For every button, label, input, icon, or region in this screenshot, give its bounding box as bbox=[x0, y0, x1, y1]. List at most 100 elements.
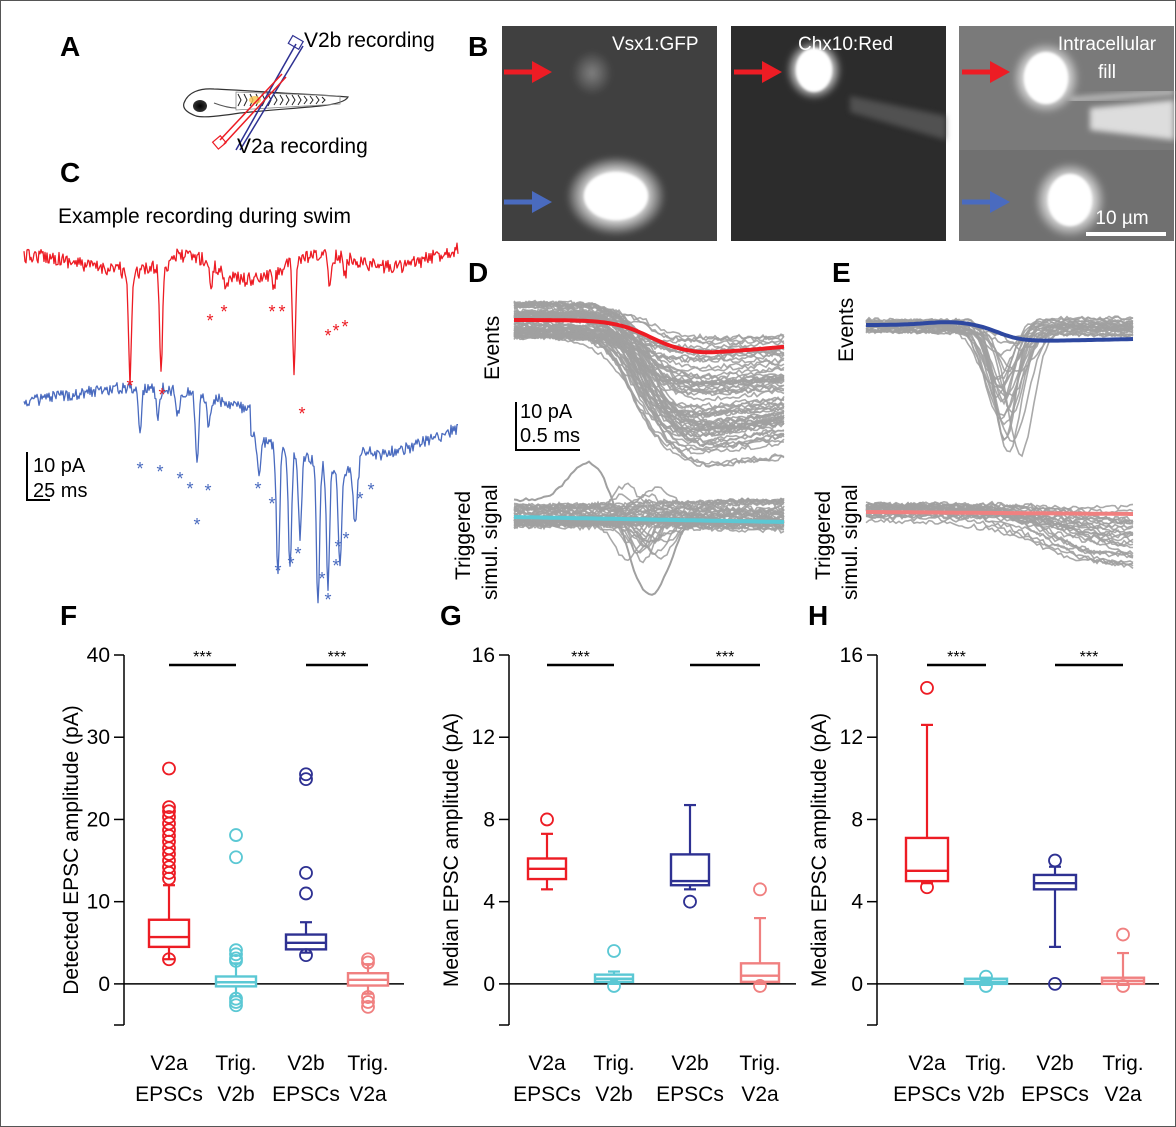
event-marker: * bbox=[268, 494, 275, 514]
single-trace bbox=[865, 322, 1134, 417]
triggered-axis-label-2: simul. signal bbox=[479, 484, 502, 600]
y-axis-label: Median EPSC amplitude (pA) bbox=[440, 713, 463, 987]
outlier-point bbox=[162, 810, 176, 824]
panel-b: B Vsx1:GFP Chx10:Red bbox=[468, 26, 1175, 241]
panel-h-boxplot: H 0 4 8 12 16 Median EPSC amplitude (pA) V2a EPS… bbox=[808, 600, 1159, 1106]
event-marker: * bbox=[287, 554, 294, 574]
outlier-point bbox=[361, 995, 375, 1009]
event-marker: * bbox=[342, 529, 349, 549]
box-1 bbox=[147, 761, 191, 967]
outlier-point bbox=[162, 847, 176, 861]
y-tick-label: 8 bbox=[851, 808, 863, 831]
events-axis-label: Events bbox=[835, 298, 858, 362]
y-tick-label: 20 bbox=[87, 808, 110, 831]
panel-letter-h: H bbox=[808, 600, 828, 631]
box-2 bbox=[214, 828, 258, 1013]
box-4 bbox=[1100, 927, 1146, 993]
single-trace bbox=[865, 517, 1134, 557]
scale-current-label: 10 pA bbox=[33, 455, 86, 477]
significance-label: *** bbox=[716, 649, 735, 666]
outlier-point bbox=[1048, 976, 1062, 991]
x-category-label: V2a bbox=[349, 1083, 387, 1106]
event-marker: * bbox=[156, 462, 163, 482]
x-category-label: V2a bbox=[150, 1052, 188, 1075]
outlier-point bbox=[753, 979, 767, 993]
x-category-label: EPSCs bbox=[656, 1083, 724, 1106]
panel-c: C Example recording during swim * ** * * ***… bbox=[23, 157, 459, 610]
events-scale-bar bbox=[515, 402, 580, 451]
box-2 bbox=[963, 969, 1009, 993]
x-category-label: V2a bbox=[528, 1052, 566, 1075]
x-category-label: EPSCs bbox=[272, 1083, 340, 1106]
outlier-point bbox=[979, 969, 993, 984]
scale-bar-label: 10 µm bbox=[1095, 208, 1148, 229]
single-trace bbox=[513, 320, 785, 386]
y-tick-label: 0 bbox=[851, 973, 863, 996]
micrograph-intracellular-fill: Intracellular fill 10 µm bbox=[959, 26, 1175, 241]
x-category-label: Trig. bbox=[215, 1052, 256, 1075]
iqr-box bbox=[739, 962, 781, 984]
events-axis-label: Events bbox=[481, 316, 504, 380]
significance-label: *** bbox=[328, 649, 347, 666]
significance-label: *** bbox=[193, 649, 212, 666]
event-marker: * bbox=[294, 544, 301, 564]
outlier-point bbox=[979, 979, 993, 993]
panel-e: E Events Triggered simul. signal bbox=[812, 257, 1134, 600]
y-tick-label: 30 bbox=[87, 726, 110, 749]
panel-c-title: Example recording during swim bbox=[58, 205, 351, 228]
outlier-point bbox=[299, 772, 313, 787]
outlier-point bbox=[683, 894, 697, 909]
single-trace bbox=[513, 460, 785, 596]
panel-letter-d: D bbox=[468, 257, 488, 288]
micrograph-chx10-red: Chx10:Red bbox=[731, 26, 946, 241]
y-tick-label: 40 bbox=[87, 644, 110, 667]
v2b-event-markers: * * * * ***** * **** ** ** bbox=[136, 459, 374, 610]
red-arrow-icon bbox=[734, 61, 782, 83]
significance-label: *** bbox=[947, 649, 966, 666]
event-marker: * bbox=[332, 321, 339, 341]
outlier-point bbox=[229, 828, 243, 842]
outlier-point bbox=[299, 865, 313, 880]
x-category-label: V2b bbox=[595, 1083, 632, 1106]
y-tick-label: 16 bbox=[840, 644, 863, 667]
significance-label: *** bbox=[1080, 649, 1099, 666]
box-3 bbox=[1032, 853, 1078, 991]
v2a-electrode-icon bbox=[211, 73, 287, 150]
single-trace bbox=[513, 302, 785, 424]
single-trace bbox=[513, 302, 785, 438]
event-marker: * bbox=[158, 385, 165, 405]
single-trace bbox=[513, 331, 785, 361]
event-marker: * bbox=[126, 376, 133, 396]
single-trace bbox=[513, 332, 785, 418]
panel-letter-f: F bbox=[60, 600, 77, 631]
micrograph-label-fill: fill bbox=[1098, 62, 1116, 83]
single-trace bbox=[865, 327, 1134, 458]
y-tick-label: 8 bbox=[483, 808, 495, 831]
mean-event-trace bbox=[514, 318, 785, 355]
event-marker: * bbox=[254, 479, 261, 499]
v2a-recording-label: V2a recording bbox=[237, 135, 368, 158]
event-marker: * bbox=[341, 317, 348, 337]
micrograph-label-intracellular: Intracellular bbox=[1058, 34, 1157, 55]
x-category-label: EPSCs bbox=[1021, 1083, 1089, 1106]
outlier-point bbox=[361, 990, 375, 1004]
outlier-point bbox=[162, 871, 176, 886]
y-tick-label: 0 bbox=[98, 973, 110, 996]
box-1 bbox=[904, 680, 950, 895]
event-marker: * bbox=[332, 556, 339, 576]
panel-letter-c: C bbox=[60, 157, 80, 188]
event-marker: * bbox=[206, 311, 213, 331]
y-tick-label: 4 bbox=[483, 891, 495, 914]
box-4 bbox=[346, 952, 390, 1014]
x-category-label: EPSCs bbox=[135, 1083, 203, 1106]
outlier-point bbox=[299, 948, 313, 963]
v2b-electrode-icon bbox=[235, 34, 305, 151]
single-trace bbox=[513, 498, 785, 510]
panel-letter-e: E bbox=[832, 257, 851, 288]
x-category-label: V2b bbox=[967, 1083, 1004, 1106]
outlier-point bbox=[229, 947, 243, 962]
event-marker: * bbox=[318, 569, 325, 589]
x-category-label: V2b bbox=[1036, 1052, 1073, 1075]
outlier-point bbox=[229, 850, 243, 865]
